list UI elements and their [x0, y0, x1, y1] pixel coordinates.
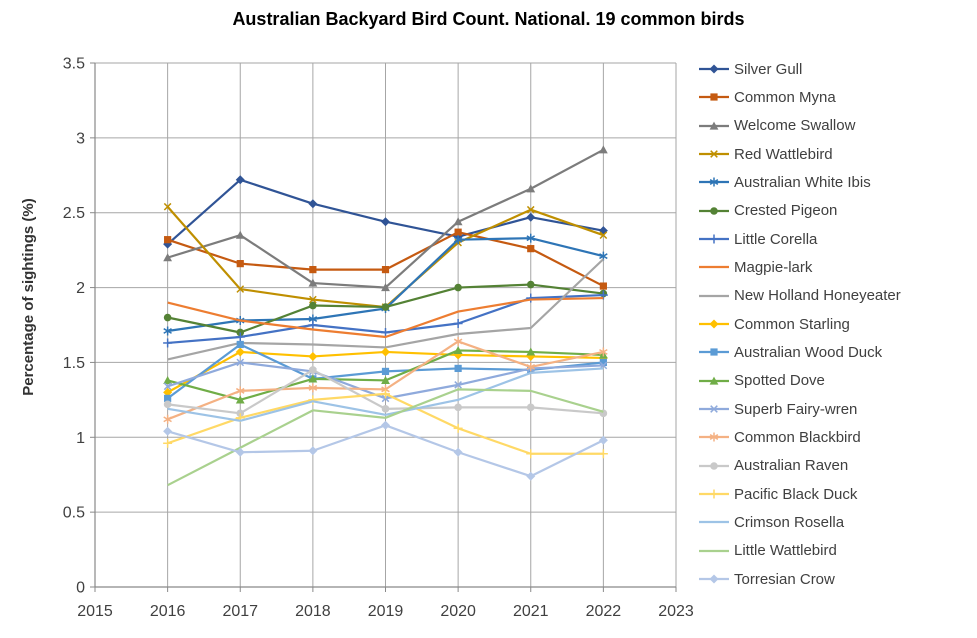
y-tick-label: 0: [76, 580, 85, 597]
y-tick-label: 3.5: [63, 56, 85, 73]
legend-label: Magpie-lark: [734, 258, 813, 276]
legend-marker-common-myna: [699, 93, 729, 102]
legend-marker-magpie-lark: [699, 266, 729, 269]
legend: Silver Gull Common Myna Welcome Swallow Red…: [698, 55, 901, 593]
x-tick-label: 2023: [658, 603, 694, 620]
legend-item-australian-white-ibis: Australian White Ibis: [698, 168, 901, 196]
y-tick-label: 0.5: [63, 505, 85, 522]
legend-label: Crested Pigeon: [734, 202, 838, 220]
legend-item-new-holland-honeyeater: New Holland Honeyeater: [698, 282, 901, 310]
legend-item-little-corella: Little Corella: [698, 225, 901, 253]
x-tick-label: 2019: [368, 603, 404, 620]
legend-label: Red Wattlebird: [734, 145, 833, 163]
series-markers-common-myna: [164, 228, 607, 290]
series-markers-crested-pigeon: [163, 280, 608, 337]
x-tick-label: 2017: [222, 603, 258, 620]
legend-label: Pacific Black Duck: [734, 485, 858, 503]
x-tick-label: 2018: [295, 603, 331, 620]
x-tick-label: 2022: [586, 603, 622, 620]
legend-marker-pacific-black-duck: [699, 489, 729, 499]
legend-marker-australian-raven: [699, 461, 729, 470]
legend-item-spotted-dove: Spotted Dove: [698, 367, 901, 395]
legend-label: Torresian Crow: [734, 570, 835, 588]
legend-label: New Holland Honeyeater: [734, 287, 901, 305]
legend-label: Common Blackbird: [734, 428, 861, 446]
legend-item-welcome-swallow: Welcome Swallow: [698, 112, 901, 140]
x-tick-label: 2020: [440, 603, 476, 620]
legend-label: Australian Wood Duck: [734, 343, 883, 361]
x-tick-label: 2016: [150, 603, 186, 620]
series-markers-welcome-swallow: [163, 145, 608, 292]
series-markers-pacific-black-duck: [163, 389, 608, 459]
y-tick-label: 1: [76, 430, 85, 447]
legend-marker-little-corella: [699, 234, 729, 244]
chart-title: Australian Backyard Bird Count. National…: [232, 9, 745, 29]
legend-label: Little Corella: [734, 230, 818, 248]
legend-item-torresian-crow: Torresian Crow: [698, 565, 901, 593]
legend-marker-silver-gull: [699, 64, 729, 74]
legend-item-common-myna: Common Myna: [698, 83, 901, 111]
legend-item-red-wattlebird: Red Wattlebird: [698, 140, 901, 168]
legend-label: Crimson Rosella: [734, 513, 845, 531]
legend-marker-australian-white-ibis: [699, 177, 729, 187]
legend-item-superb-fairy-wren: Superb Fairy-wren: [698, 395, 901, 423]
series-markers-torresian-crow: [163, 420, 608, 481]
legend-label: Spotted Dove: [734, 372, 825, 390]
legend-item-pacific-black-duck: Pacific Black Duck: [698, 480, 901, 508]
legend-marker-crested-pigeon: [699, 206, 729, 215]
legend-marker-torresian-crow: [699, 574, 729, 584]
legend-marker-australian-wood-duck: [699, 348, 729, 357]
x-tick-label: 2021: [513, 603, 549, 620]
legend-marker-crimson-rosella: [699, 521, 729, 524]
legend-label: Common Starling: [734, 315, 850, 333]
legend-item-australian-wood-duck: Australian Wood Duck: [698, 338, 901, 366]
legend-item-little-wattlebird: Little Wattlebird: [698, 537, 901, 565]
legend-marker-little-wattlebird: [699, 549, 729, 552]
legend-marker-red-wattlebird: [699, 150, 729, 158]
legend-label: Silver Gull: [734, 60, 803, 78]
legend-label: Little Wattlebird: [734, 542, 837, 560]
legend-item-crested-pigeon: Crested Pigeon: [698, 197, 901, 225]
legend-item-magpie-lark: Magpie-lark: [698, 253, 901, 281]
legend-label: Australian White Ibis: [734, 173, 871, 191]
legend-marker-welcome-swallow: [699, 121, 729, 130]
legend-marker-common-blackbird: [699, 432, 729, 442]
y-tick-label: 1.5: [63, 355, 85, 372]
legend-item-common-starling: Common Starling: [698, 310, 901, 338]
series-line-crimson-rosella: [167, 367, 604, 422]
x-tick-label: 2015: [77, 603, 113, 620]
legend-label: Australian Raven: [734, 457, 849, 475]
y-tick-label: 2: [76, 280, 85, 297]
legend-marker-superb-fairy-wren: [699, 405, 729, 413]
legend-label: Superb Fairy-wren: [734, 400, 858, 418]
y-tick-label: 2.5: [63, 205, 85, 222]
legend-label: Welcome Swallow: [734, 117, 856, 135]
legend-marker-new-holland-honeyeater: [699, 294, 729, 297]
legend-marker-common-starling: [699, 319, 729, 329]
legend-item-silver-gull: Silver Gull: [698, 55, 901, 83]
y-tick-label: 3: [76, 130, 85, 147]
legend-marker-spotted-dove: [699, 376, 729, 385]
legend-item-common-blackbird: Common Blackbird: [698, 423, 901, 451]
legend-label: Common Myna: [734, 88, 836, 106]
legend-item-crimson-rosella: Crimson Rosella: [698, 508, 901, 536]
legend-item-australian-raven: Australian Raven: [698, 452, 901, 480]
series-line-magpie-lark: [167, 296, 604, 339]
series-markers-common-blackbird: [163, 336, 608, 424]
series-markers-spotted-dove: [163, 346, 608, 404]
